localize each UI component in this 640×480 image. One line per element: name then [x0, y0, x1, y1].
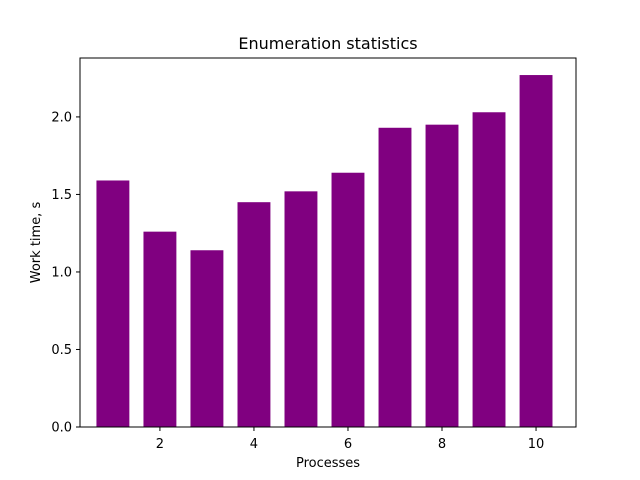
bar-6 [331, 172, 365, 427]
x-tick-label-10: 10 [528, 437, 545, 452]
chart-title: Enumeration statistics [238, 34, 417, 53]
bar-1 [96, 180, 130, 427]
x-tick-label-8: 8 [438, 437, 446, 452]
x-tick-label-2: 2 [156, 437, 164, 452]
bar-4 [237, 202, 271, 427]
y-tick-label-1.0: 1.0 [51, 265, 72, 280]
x-axis: 2 4 6 8 10 [156, 427, 545, 452]
bar-3 [190, 250, 224, 427]
x-tick-label-4: 4 [250, 437, 258, 452]
x-axis-label: Processes [296, 456, 360, 471]
y-tick-label-0.5: 0.5 [51, 343, 72, 358]
y-tick-label-2.0: 2.0 [51, 110, 72, 125]
bars-layer [96, 75, 553, 428]
y-tick-label-1.5: 1.5 [51, 188, 72, 203]
bar-7 [378, 127, 412, 428]
bar-5 [284, 191, 318, 427]
bar-10 [519, 75, 553, 428]
y-axis-label: Work time, s [29, 202, 44, 284]
bar-9 [472, 112, 506, 427]
bar-8 [425, 124, 459, 428]
bar-2 [143, 231, 177, 427]
y-tick-label-0.0: 0.0 [51, 421, 72, 436]
x-tick-label-6: 6 [344, 437, 352, 452]
y-axis: 0.0 0.5 1.0 1.5 2.0 [51, 110, 80, 436]
plot-area-frame [79, 57, 577, 428]
